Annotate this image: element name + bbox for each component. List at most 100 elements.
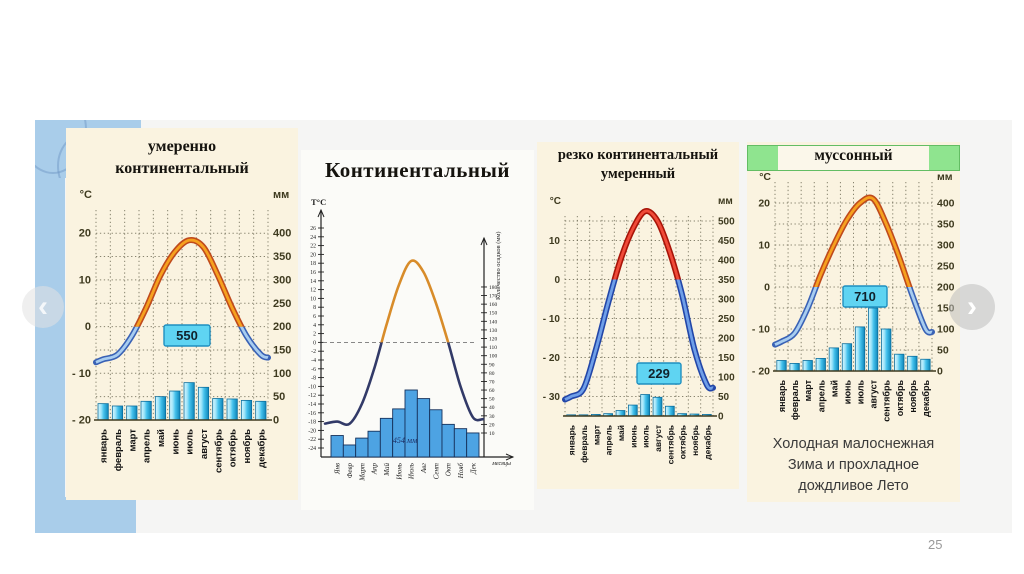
chart-title-line: умеренный [600, 165, 676, 182]
chart-title: муссонный [814, 147, 893, 164]
precip-bar [183, 382, 195, 421]
month-label: январь [567, 425, 577, 455]
month-label: июнь [628, 425, 638, 448]
temp-axis-unit: °C [550, 196, 561, 207]
precip-axis-tick-label: 350 [273, 251, 291, 263]
temp-axis-tick-label: - 10 [752, 324, 770, 336]
precip-axis-tick-label: 180 [489, 285, 498, 291]
precip-axis-tick-label: 0 [718, 412, 724, 423]
previous-slide-button[interactable]: ‹ [22, 286, 64, 328]
temp-axis-tick-label: 18 [310, 261, 316, 267]
temp-axis-tick-label: 20 [758, 198, 770, 210]
temp-axis-tick-label: 0 [313, 340, 316, 346]
precip-axis-tick-label: 300 [937, 240, 955, 252]
precip-bar [466, 432, 480, 458]
temp-axis-unit: °C [80, 189, 92, 201]
precip-bar [776, 360, 787, 372]
month-label: ноябрь [690, 425, 700, 456]
precip-bar [894, 353, 905, 372]
precip-bar [802, 360, 813, 372]
precip-bar [664, 405, 675, 417]
caption-line: дождливое Лето [798, 478, 909, 495]
temp-axis-tick-label: - 10 [72, 368, 91, 380]
precip-bar [920, 358, 931, 372]
temp-axis-tick-label: 22 [310, 244, 316, 250]
precip-axis-tick-label: 250 [273, 298, 291, 310]
annual-precip-label-box [636, 362, 682, 385]
annual-precip-label-box [163, 324, 211, 347]
month-label: март [591, 425, 601, 445]
temp-axis-tick-label: -8 [311, 376, 316, 382]
precip-axis-tick-label: 50 [273, 391, 285, 403]
temp-axis-tick-label: 0 [764, 282, 770, 294]
precip-axis-tick-label: 150 [718, 353, 735, 364]
precip-axis-tick-label: 200 [273, 321, 291, 333]
month-label: декабрь [256, 429, 267, 468]
precip-axis-tick-label: 100 [937, 324, 955, 336]
precip-axis-tick-label: 400 [718, 256, 735, 267]
precip-axis-tick-label: 130 [489, 328, 498, 334]
precip-bar [154, 396, 167, 421]
month-label: апрель [604, 425, 614, 455]
month-label: Апр [371, 463, 379, 476]
precip-axis-tick-label: 50 [718, 392, 730, 403]
month-label: май [156, 429, 167, 447]
month-label: октябрь [228, 429, 239, 467]
precip-axis-tick-label: 100 [718, 373, 735, 384]
temp-axis-tick-label: 4 [313, 323, 316, 329]
temperature-curve-warm [613, 209, 680, 280]
month-label: июль [185, 429, 196, 455]
precip-axis-tick-label: 80 [489, 371, 495, 377]
month-label: август [199, 429, 210, 459]
precip-axis-tick-label: 140 [489, 319, 498, 325]
temp-axis-tick-label: 0 [554, 275, 560, 286]
month-label: декабрь [921, 380, 931, 417]
precip-axis-tick-label: 170 [489, 294, 498, 300]
precip-bar [640, 394, 651, 417]
temperature-curve-cold [564, 279, 714, 401]
month-label: февраль [790, 380, 800, 421]
precip-axis-tick-label: 120 [489, 337, 498, 343]
precip-axis-tick-label: 100 [489, 354, 498, 360]
precip-bar [841, 343, 853, 372]
precip-axis-tick-label: 200 [718, 334, 735, 345]
temp-axis-tick-label: 10 [549, 236, 561, 247]
next-slide-button[interactable]: › [949, 284, 995, 330]
month-label: октябрь [678, 425, 688, 459]
precip-axis-tick-label: 400 [273, 228, 291, 240]
month-label: январь [777, 380, 787, 413]
precip-axis-tick-label: 20 [489, 422, 495, 428]
precip-bar [868, 307, 879, 372]
month-label: Сент [432, 463, 440, 479]
precip-axis-tick-label: 160 [489, 302, 498, 308]
month-label: Янв [334, 463, 342, 475]
precip-axis-tick-label: 200 [937, 282, 955, 294]
precip-axis-tick-label: 100 [273, 368, 291, 380]
precip-axis-unit: мм [273, 189, 289, 201]
temp-axis-tick-label: 2 [313, 332, 316, 338]
precip-bar [255, 400, 267, 421]
precip-axis-tick-label: 150 [489, 311, 498, 317]
precip-bar [212, 398, 224, 421]
annual-precip-value: 454 мм [393, 436, 417, 445]
precip-axis-tick-label: 110 [489, 345, 497, 351]
temp-axis-tick-label: - 10 [543, 314, 561, 325]
month-label: декабрь [702, 425, 712, 460]
precip-bar [169, 390, 181, 421]
temp-axis-tick-label: 24 [310, 235, 316, 241]
month-label: Дек [469, 462, 477, 475]
annual-precip-value: 229 [648, 366, 670, 381]
temp-axis-tick-label: -10 [308, 384, 316, 390]
chart-title-line: резко континентальный [557, 147, 719, 163]
temp-axis-tick-label: - 30 [543, 392, 561, 403]
precip-axis-tick-label: 30 [489, 414, 495, 420]
temp-axis-tick-label: - 20 [72, 415, 91, 427]
chevron-left-icon: ‹ [38, 290, 48, 323]
month-label: апрель [142, 429, 153, 463]
climate-chart-panel-temperate-continental: умеренно континентальный °C мм 20 10 0- 10- … [66, 128, 298, 500]
precip-bar [828, 347, 839, 372]
temp-axis-label: T°C [311, 197, 326, 207]
precip-axis-tick-label: 250 [718, 314, 735, 325]
month-label: февраль [579, 425, 589, 463]
